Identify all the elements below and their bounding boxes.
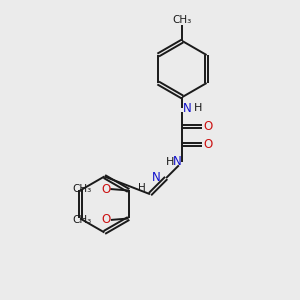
Text: N: N [173, 155, 182, 168]
Text: H: H [166, 157, 174, 167]
Text: O: O [203, 120, 213, 133]
Text: N: N [152, 172, 161, 184]
Text: O: O [101, 182, 110, 196]
Text: O: O [203, 138, 213, 151]
Text: H: H [138, 183, 146, 193]
Text: H: H [194, 103, 202, 113]
Text: N: N [183, 102, 192, 115]
Text: CH₃: CH₃ [72, 184, 91, 194]
Text: CH₃: CH₃ [173, 15, 192, 25]
Text: CH₃: CH₃ [73, 215, 92, 225]
Text: O: O [102, 213, 111, 226]
